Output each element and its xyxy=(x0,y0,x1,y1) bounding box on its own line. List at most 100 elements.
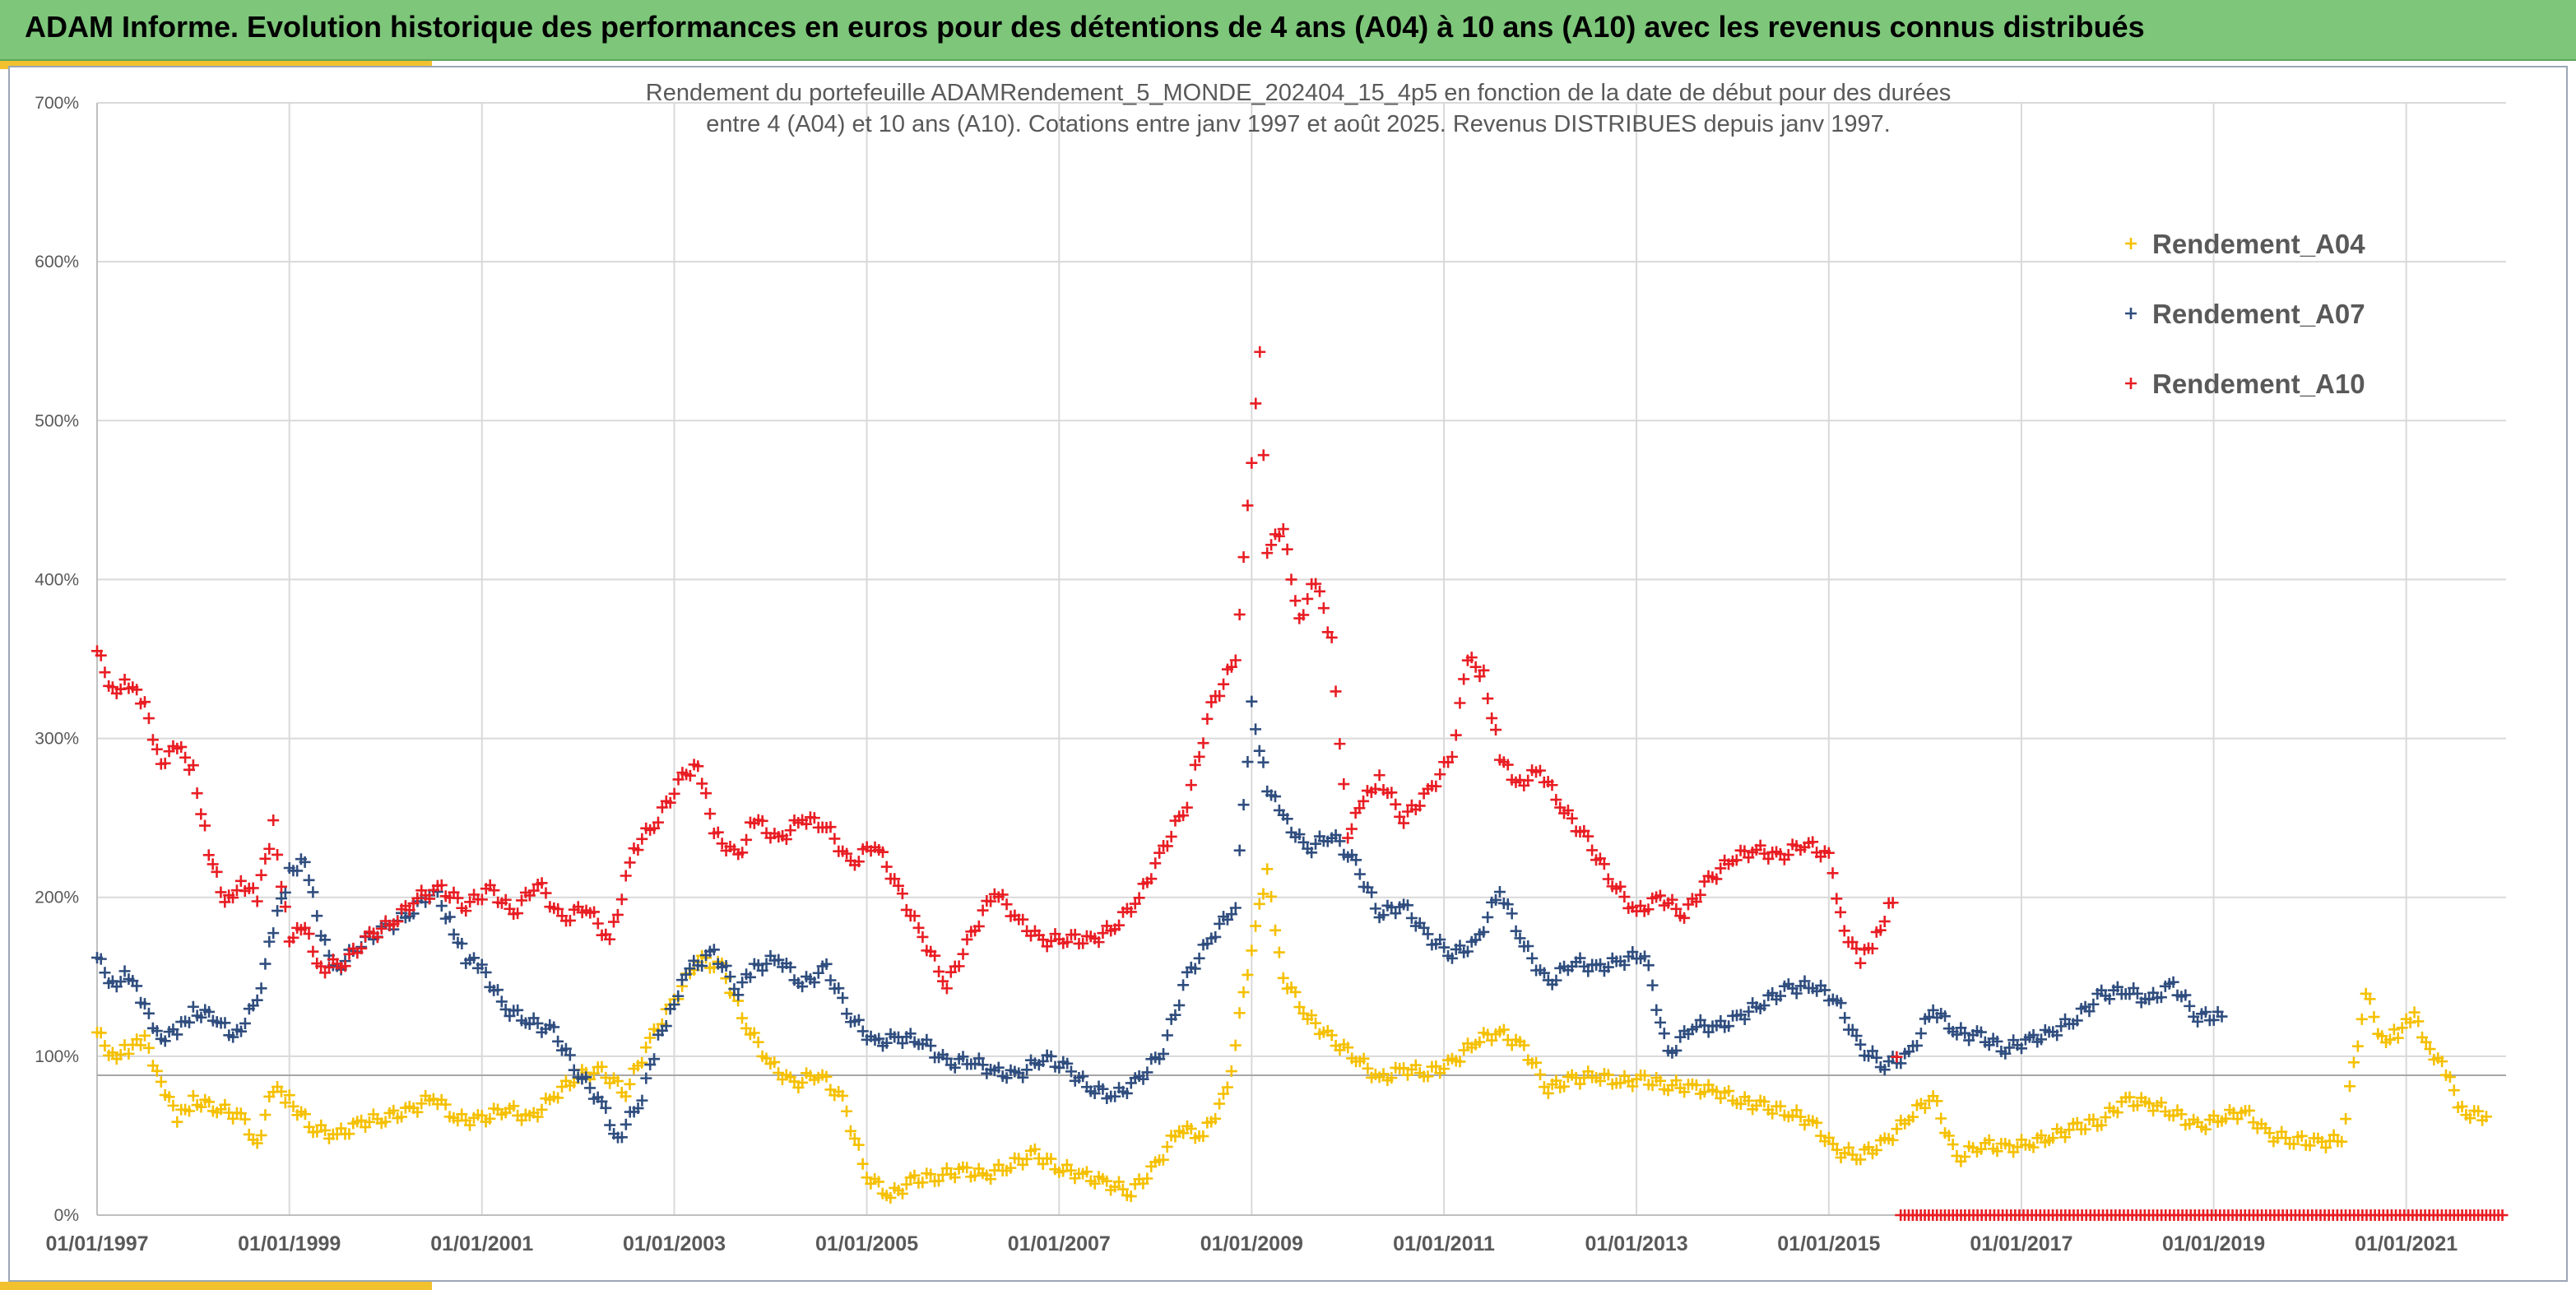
marker-rendement-a04 xyxy=(1257,888,1269,900)
marker-rendement-a07 xyxy=(239,1017,251,1029)
marker-rendement-a04 xyxy=(2247,1116,2259,1129)
marker-rendement-a07 xyxy=(1242,756,1254,768)
marker-rendement-a04 xyxy=(1474,1036,1486,1048)
marker-rendement-a10 xyxy=(488,884,500,897)
x-tick-label: 01/01/2013 xyxy=(1585,1232,1688,1255)
marker-rendement-a07 xyxy=(1799,975,1811,987)
marker-rendement-a10 xyxy=(1358,795,1370,807)
marker-rendement-a10 xyxy=(1125,906,1137,918)
marker-rendement-a07 xyxy=(1246,695,1258,708)
marker-rendement-a07 xyxy=(720,959,732,972)
marker-rendement-a10 xyxy=(424,893,436,905)
marker-rendement-a07 xyxy=(1850,1030,1863,1042)
marker-rendement-a10 xyxy=(323,961,335,973)
marker-rendement-a04 xyxy=(848,1132,861,1144)
marker-rendement-a10 xyxy=(1465,652,1478,664)
marker-rendement-a10 xyxy=(824,821,837,833)
marker-rendement-a07 xyxy=(1927,1004,1939,1016)
marker-rendement-a04 xyxy=(1265,890,1278,903)
marker-rendement-a07 xyxy=(1866,1045,1878,1057)
marker-rendement-a04 xyxy=(219,1098,231,1111)
marker-rendement-a10 xyxy=(1598,858,1610,870)
marker-rendement-a07 xyxy=(1835,997,1847,1009)
marker-rendement-a10 xyxy=(179,751,192,763)
marker-rendement-a04 xyxy=(896,1187,908,1200)
marker-rendement-a04 xyxy=(167,1099,179,1111)
marker-rendement-a10 xyxy=(527,884,540,897)
marker-rendement-a04 xyxy=(183,1105,195,1117)
marker-rendement-a10 xyxy=(841,847,853,860)
marker-rendement-a10 xyxy=(1446,750,1458,763)
marker-rendement-a07 xyxy=(1233,844,1246,856)
marker-rendement-a10 xyxy=(780,833,792,846)
marker-rendement-a07 xyxy=(1506,907,1518,920)
marker-rendement-a10 xyxy=(1458,673,1470,685)
marker-rendement-a07 xyxy=(824,974,837,986)
marker-rendement-a07 xyxy=(632,1102,644,1115)
marker-rendement-a07 xyxy=(219,1017,231,1029)
marker-rendement-a04 xyxy=(415,1097,428,1110)
legend-label: Rendement_A10 xyxy=(2152,369,2365,399)
marker-rendement-a10 xyxy=(892,879,904,892)
marker-rendement-a04 xyxy=(788,1075,801,1088)
marker-rendement-a04 xyxy=(1358,1052,1370,1065)
marker-rendement-a10 xyxy=(307,945,319,958)
marker-rendement-a04 xyxy=(1942,1130,1955,1142)
marker-rendement-a04 xyxy=(1101,1175,1113,1187)
marker-rendement-a07 xyxy=(1000,1072,1013,1084)
marker-rendement-a07 xyxy=(808,977,820,989)
marker-rendement-a10 xyxy=(1185,779,1197,791)
marker-rendement-a07 xyxy=(708,944,720,956)
marker-rendement-a07 xyxy=(1377,909,1390,921)
marker-rendement-a10 xyxy=(652,816,664,828)
marker-rendement-a10 xyxy=(1502,759,1514,771)
marker-rendement-a04 xyxy=(2404,1016,2416,1028)
marker-rendement-a07 xyxy=(2051,1029,2063,1042)
marker-rendement-a10 xyxy=(1177,810,1190,822)
marker-rendement-a07 xyxy=(992,1061,1005,1074)
marker-rendement-a07 xyxy=(491,984,504,996)
marker-rendement-a07 xyxy=(1446,952,1458,964)
marker-rendement-a04 xyxy=(283,1089,295,1102)
marker-rendement-a07 xyxy=(1738,1013,1751,1025)
marker-rendement-a10 xyxy=(1161,840,1173,852)
marker-rendement-a07 xyxy=(1353,868,1366,880)
marker-rendement-a10 xyxy=(1225,661,1237,673)
marker-rendement-a04 xyxy=(1646,1079,1659,1092)
marker-rendement-a04 xyxy=(1217,1088,1229,1100)
marker-rendement-a10 xyxy=(1181,801,1193,814)
marker-rendement-a07 xyxy=(1434,934,1446,945)
marker-rendement-a04 xyxy=(251,1137,263,1149)
marker-rendement-a07 xyxy=(272,905,284,917)
marker-rendement-a10 xyxy=(175,740,188,753)
marker-rendement-a04 xyxy=(2351,1040,2364,1052)
marker-rendement-a07 xyxy=(1655,1016,1667,1028)
marker-rendement-a04 xyxy=(2340,1113,2352,1125)
marker-rendement-a04 xyxy=(1273,946,1285,958)
marker-rendement-a10 xyxy=(202,849,215,861)
marker-rendement-a04 xyxy=(355,1114,368,1126)
marker-rendement-a04 xyxy=(135,1039,147,1051)
marker-rendement-a10 xyxy=(1891,1051,1903,1063)
marker-rendement-a07 xyxy=(1658,1028,1670,1040)
marker-rendement-a10 xyxy=(1338,778,1350,791)
marker-rendement-a10 xyxy=(611,908,624,921)
marker-rendement-a10 xyxy=(1390,798,1402,810)
marker-rendement-a07 xyxy=(2035,1033,2048,1046)
marker-rendement-a10 xyxy=(195,808,207,820)
marker-rendement-a07 xyxy=(837,991,849,1004)
marker-rendement-a04 xyxy=(1639,1070,1651,1082)
marker-rendement-a04 xyxy=(1698,1086,1710,1098)
marker-rendement-a04 xyxy=(2368,1011,2380,1023)
marker-rendement-a10 xyxy=(1602,873,1614,885)
marker-rendement-a04 xyxy=(596,1060,608,1073)
marker-rendement-a07 xyxy=(1510,925,1522,937)
marker-rendement-a07 xyxy=(1819,984,1831,996)
marker-rendement-a07 xyxy=(568,1064,580,1076)
marker-rendement-a07 xyxy=(1478,926,1490,938)
marker-rendement-a07 xyxy=(1350,854,1362,866)
marker-rendement-a04 xyxy=(411,1106,424,1118)
marker-rendement-a10 xyxy=(1257,449,1269,462)
marker-rendement-a10 xyxy=(1205,696,1218,708)
marker-rendement-a10 xyxy=(1285,573,1297,586)
